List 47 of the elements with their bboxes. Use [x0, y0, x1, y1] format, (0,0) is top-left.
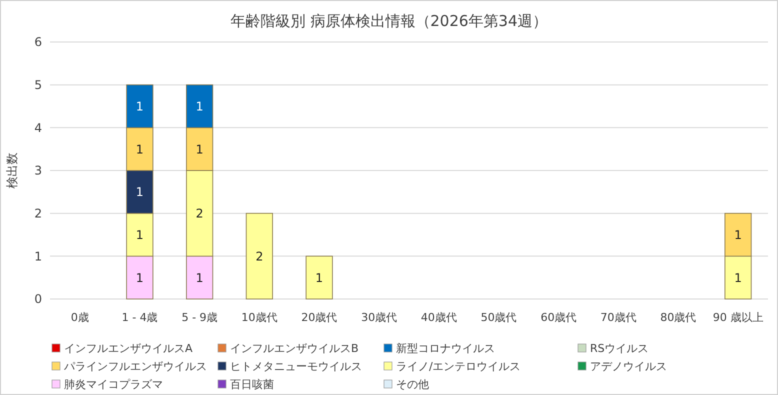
data-label: 1	[136, 228, 144, 242]
x-tick-label: 20歳代	[301, 311, 338, 324]
data-label: 1	[136, 99, 144, 114]
legend-label: その他	[396, 378, 429, 391]
data-label: 1	[196, 270, 204, 285]
data-label: 1	[315, 270, 324, 285]
y-tick-label: 1	[34, 249, 42, 264]
x-tick-label: 70歳代	[600, 311, 636, 324]
legend-label: ヒトメタニューモウイルス	[230, 360, 362, 373]
legend-label: アデノウイルス	[590, 360, 667, 373]
legend-label: パラインフルエンザウイルス	[63, 360, 207, 373]
y-tick-label: 6	[34, 35, 42, 50]
x-tick-label: 0歳	[70, 311, 89, 324]
y-tick-label: 2	[34, 206, 42, 221]
legend-label: 肺炎マイコプラズマ	[64, 378, 163, 391]
x-tick-label: 60歳代	[540, 311, 577, 324]
y-axis-title: 検出数	[5, 152, 19, 188]
x-tick-label: 50歳代	[480, 311, 517, 324]
data-label: 1	[136, 142, 144, 156]
x-tick-label: 30歳代	[361, 311, 398, 324]
y-tick-label: 3	[34, 164, 42, 178]
legend-label: ライノ/エンテロウイルス	[396, 360, 521, 373]
data-label: 1	[196, 142, 204, 156]
chart-title: 年齢階級別 病原体検出情報（2026年第34週）	[230, 12, 548, 30]
x-tick-label: 90 歳以上	[712, 311, 764, 324]
bar	[306, 256, 333, 300]
x-tick-label: 40歳代	[420, 311, 457, 324]
data-label: 1	[734, 270, 742, 285]
legend-label: 百日咳菌	[230, 378, 274, 391]
x-tick-label: 10歳代	[241, 311, 278, 324]
y-tick-label: 5	[34, 78, 42, 92]
legend-label: インフルエンザウイルスA	[64, 342, 193, 355]
legend-label: 新型コロナウイルス	[396, 342, 495, 355]
y-tick-label: 0	[34, 292, 42, 306]
legend-label: インフルエンザウイルスB	[230, 342, 359, 355]
data-label: 1	[196, 99, 204, 114]
y-tick-label: 4	[34, 120, 42, 135]
data-label: 1	[734, 228, 742, 242]
x-tick-label: 80歳代	[660, 311, 696, 324]
bar	[246, 212, 273, 300]
x-tick-label: 1 - 4歳	[122, 311, 158, 324]
legend-label: RSウイルス	[590, 342, 649, 355]
data-label: 2	[256, 249, 264, 264]
data-label: 1	[136, 270, 144, 285]
data-label: 1	[136, 185, 144, 200]
x-tick-label: 5 - 9歳	[182, 311, 218, 324]
data-label: 2	[196, 206, 204, 221]
